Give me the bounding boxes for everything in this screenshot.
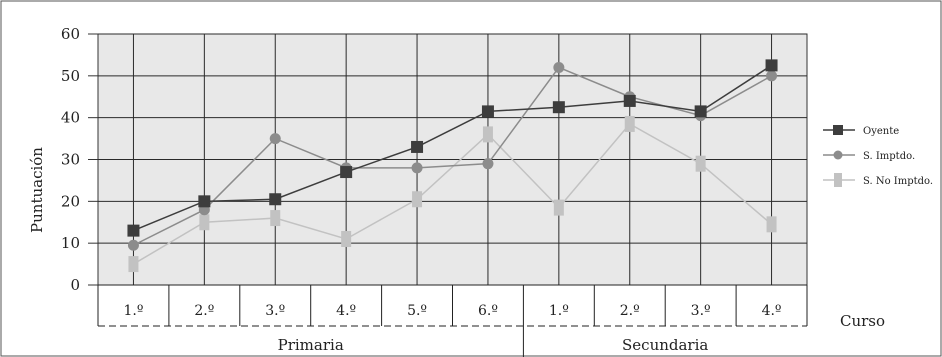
x-tick-label: 2.º [194, 303, 214, 319]
data-point [766, 216, 777, 233]
x-tick-label: 2.º [620, 303, 640, 319]
data-point [411, 140, 424, 153]
data-point [198, 195, 211, 208]
x-tick-label: 5.º [407, 303, 427, 319]
data-point [553, 199, 564, 216]
data-point [624, 115, 635, 132]
x-tick-label: 4.º [762, 303, 782, 319]
series-layer [127, 59, 778, 273]
legend: Oyente S. Imptdo. S. No Imptdo. [823, 125, 933, 187]
legend-label: S. Imptdo. [863, 151, 915, 162]
series-line [133, 122, 773, 265]
legend-label: Oyente [863, 126, 899, 137]
series-line [133, 64, 772, 232]
x-tick-label: 1.º [123, 303, 143, 319]
legend-marker [833, 125, 843, 135]
data-point [482, 126, 493, 143]
x-tick-label: 6.º [478, 303, 498, 319]
data-point [553, 61, 565, 73]
x-tick-label: 3.º [691, 303, 711, 319]
grid [98, 33, 807, 286]
data-point [199, 214, 210, 231]
data-point [481, 105, 494, 118]
data-point [128, 256, 139, 273]
legend-marker [834, 173, 842, 187]
data-point [412, 191, 423, 208]
data-point [269, 193, 282, 206]
y-axis-ticks: 0 10 20 30 40 50 60 [61, 25, 98, 294]
x-tick-label: 4.º [336, 303, 356, 319]
y-tick-label: 20 [61, 192, 80, 210]
data-point [340, 166, 353, 179]
data-point [341, 230, 352, 247]
series-s-no-imptdo [128, 115, 777, 273]
y-tick-label: 0 [70, 276, 80, 294]
x-axis: 1.º 2.º 3.º 4.º 5.º 6.º 1.º 2.º 3.º 4.º Primaria Se… [97, 284, 808, 357]
y-tick-label: 40 [61, 109, 80, 127]
group-label: Secundaria [622, 336, 708, 354]
data-point [127, 224, 140, 237]
data-point [694, 105, 707, 118]
data-point [623, 94, 636, 107]
series-oyente [127, 59, 778, 237]
y-tick-label: 30 [61, 151, 80, 169]
legend-marker [833, 150, 843, 160]
data-point [269, 133, 281, 145]
data-point [411, 162, 423, 174]
x-tick-label: 1.º [549, 303, 569, 319]
y-axis-title: Puntuación [28, 147, 46, 233]
y-tick-label: 50 [61, 67, 80, 85]
legend-label: S. No Imptdo. [863, 176, 933, 187]
y-tick-label: 10 [61, 234, 80, 252]
data-point [695, 155, 706, 172]
group-label: Primaria [278, 336, 344, 354]
data-point [552, 101, 565, 114]
x-axis-title: Curso [840, 312, 885, 330]
data-point [766, 70, 778, 82]
data-point [482, 158, 494, 170]
data-point [765, 59, 778, 72]
x-tick-label: 3.º [265, 303, 285, 319]
data-point [127, 239, 139, 251]
y-tick-label: 60 [61, 25, 80, 43]
data-point [270, 210, 281, 227]
